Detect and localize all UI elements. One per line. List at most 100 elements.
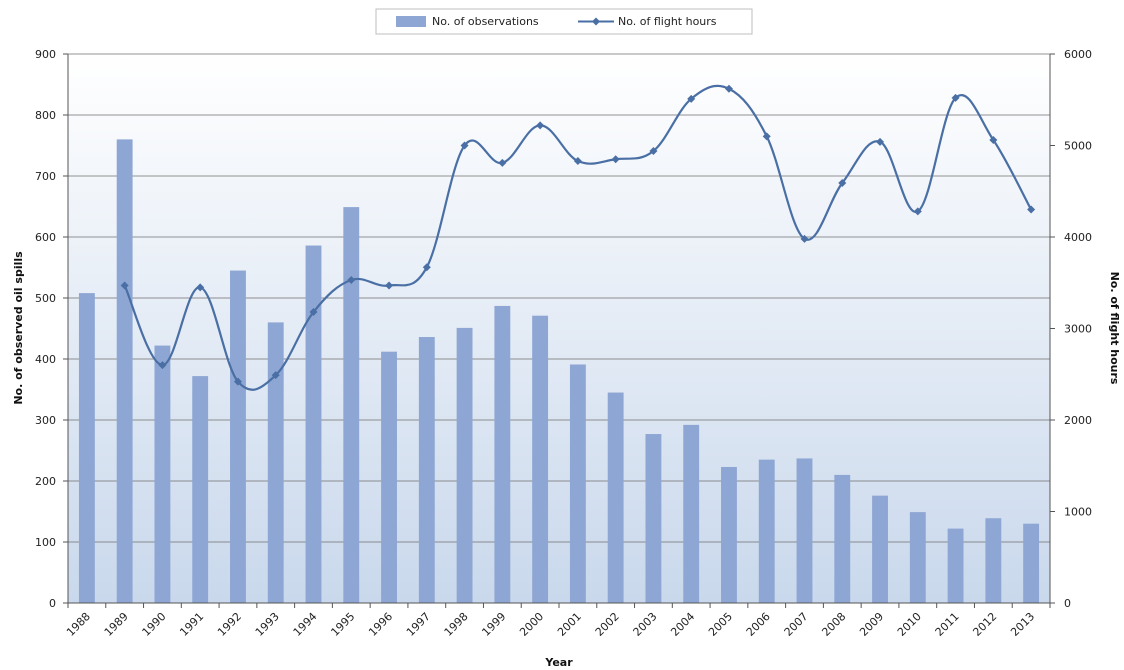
y-axis-title: No. of observed oil spills (12, 251, 25, 405)
x-tick-label: 1995 (328, 610, 357, 639)
line-point (800, 234, 809, 243)
x-axis-title: Year (544, 656, 573, 669)
bar (154, 345, 171, 603)
x-tick-label: 1989 (102, 610, 131, 639)
bar-series (78, 139, 1040, 604)
bar (607, 392, 624, 603)
line-point (724, 84, 733, 93)
x-tick-label: 2001 (555, 610, 584, 639)
x-tick-label: 2010 (895, 610, 924, 639)
x-tick-label: 1991 (177, 610, 206, 639)
x-tick-label: 1993 (253, 610, 282, 639)
bar (532, 315, 549, 603)
line-point (762, 132, 771, 141)
line-point (498, 158, 507, 167)
legend-box (375, 8, 753, 35)
line-point (120, 281, 129, 290)
line-point (649, 146, 658, 155)
x-tick-label: 1996 (366, 610, 395, 639)
bar (1023, 523, 1040, 603)
bar (872, 495, 888, 603)
x-tick-label: 2006 (744, 610, 773, 639)
line-point (196, 283, 205, 292)
plot-area (68, 54, 1050, 603)
y-tick-label: 200 (35, 475, 56, 488)
bar (78, 293, 95, 603)
x-tick-label: 1994 (291, 610, 320, 639)
line-point (460, 141, 469, 150)
x-tick-label: 2002 (593, 610, 622, 639)
line-point (687, 94, 696, 103)
y-tick-label: 700 (35, 170, 56, 183)
x-tick-label: 2012 (970, 610, 999, 639)
x-tick-label: 2000 (517, 610, 546, 639)
legend-line-marker (592, 17, 600, 26)
y-tick-label: 100 (35, 536, 56, 549)
bar (985, 518, 1002, 603)
bar (721, 466, 737, 603)
bar (494, 305, 511, 603)
y-tick-label: 500 (35, 292, 56, 305)
x-tick-label: 2007 (782, 610, 811, 639)
bar (418, 337, 435, 603)
y-tick-label: 400 (35, 353, 56, 366)
legend-bar-label: No. of observations (432, 15, 539, 28)
bar (116, 139, 133, 603)
bar (569, 364, 586, 603)
x-tick-label: 2005 (706, 610, 735, 639)
bar (683, 424, 700, 603)
x-tick-label: 2008 (819, 610, 848, 639)
x-tick-label: 1988 (64, 610, 93, 639)
legend-bar-swatch (396, 16, 426, 27)
bar (796, 458, 813, 603)
bar (192, 376, 209, 603)
y-tick-label: 900 (35, 48, 56, 61)
line-point (422, 263, 431, 272)
bar (267, 322, 284, 603)
y-tick-label: 0 (49, 597, 56, 610)
y2-tick-label: 0 (1064, 597, 1071, 610)
line-point (573, 157, 582, 166)
line-point (989, 136, 998, 145)
y-tick-label: 300 (35, 414, 56, 427)
bar (343, 207, 360, 604)
x-tick-label: 1990 (140, 610, 169, 639)
x-tick-label: 1997 (404, 610, 433, 639)
line-point (271, 371, 280, 380)
x-tick-label: 2013 (1008, 610, 1037, 639)
bar (947, 528, 964, 603)
bar (834, 474, 851, 603)
line-point (1027, 205, 1036, 214)
bar (645, 434, 662, 603)
line-point (233, 377, 242, 386)
y2-tick-label: 3000 (1064, 323, 1092, 336)
y-tick-label: 800 (35, 109, 56, 122)
line-series (120, 84, 1036, 391)
y2-tick-label: 6000 (1064, 48, 1092, 61)
x-tick-label: 1999 (479, 610, 508, 639)
line-point (913, 207, 922, 216)
legend-line-label: No. of flight hours (618, 15, 717, 28)
x-axis-ticks: 1988 1989 1990 1991 1992 1993 1994 1995 1996 1997… (64, 603, 1051, 639)
bar (909, 512, 926, 603)
bar (758, 459, 775, 603)
line-point (876, 137, 885, 146)
y-axis-ticks: 0 100 200 300 400 500 600 700 800 900 (35, 48, 68, 610)
line-point (838, 179, 847, 188)
line-point (347, 276, 356, 285)
x-tick-label: 1992 (215, 610, 244, 639)
bar (381, 351, 397, 603)
line-point (951, 93, 960, 102)
line-point (385, 281, 394, 290)
y2-tick-label: 4000 (1064, 231, 1092, 244)
y2-tick-label: 5000 (1064, 140, 1092, 153)
y2-tick-label: 1000 (1064, 506, 1092, 519)
x-tick-label: 2004 (668, 610, 697, 639)
line-point (536, 121, 545, 130)
bar (305, 245, 322, 604)
x-tick-label: 2003 (631, 610, 660, 639)
bar (230, 270, 246, 603)
y-tick-label: 600 (35, 231, 56, 244)
x-tick-label: 2011 (933, 610, 962, 639)
